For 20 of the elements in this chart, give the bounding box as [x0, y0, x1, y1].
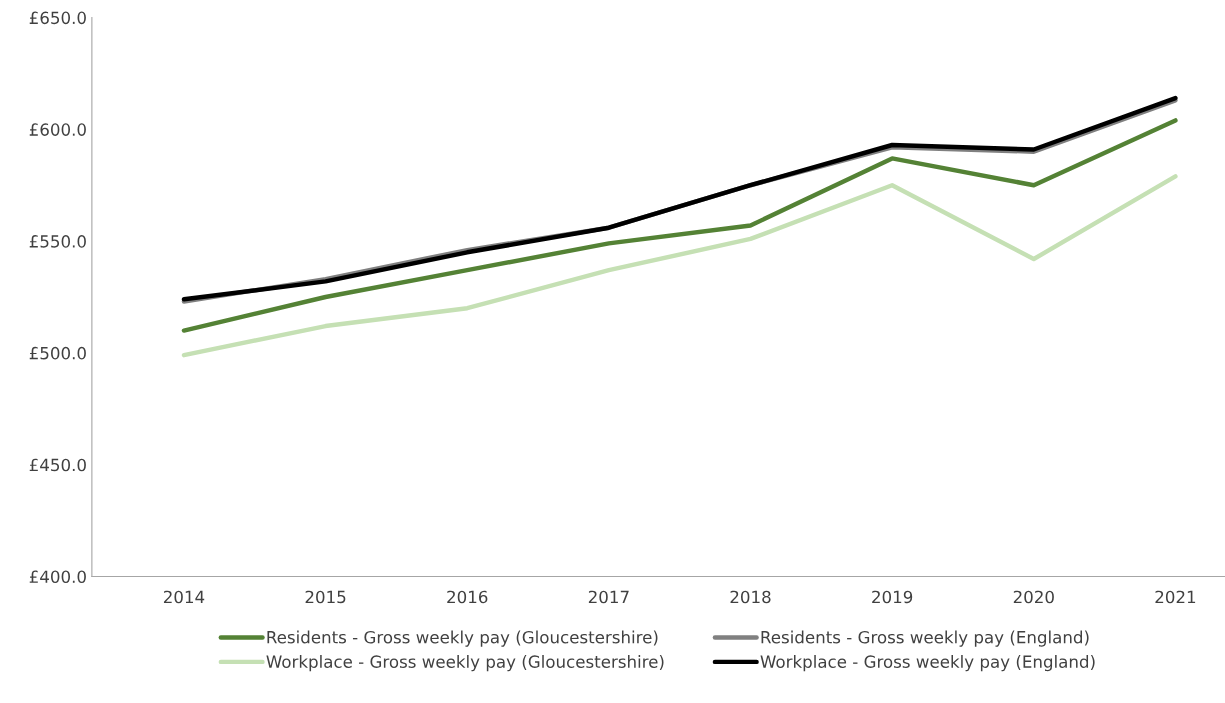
y-tick-label: £600.0	[29, 123, 86, 136]
x-tick-label: 2017	[588, 590, 629, 604]
line-series	[181, 118, 1178, 333]
y-tick-label: £450.0	[29, 458, 86, 472]
x-tick-label: 2021	[1155, 590, 1196, 604]
x-tick-label: 2019	[872, 590, 913, 604]
x-tick-label: 2020	[1013, 590, 1054, 604]
line-series	[181, 174, 1178, 358]
legend-label: Residents - Gross weekly pay (England)	[761, 630, 1089, 647]
y-tick-label: £650.0	[29, 11, 86, 25]
x-tick-label: 2015	[305, 590, 346, 604]
x-tick-label: 2016	[447, 590, 488, 604]
legend-label: Workplace - Gross weekly pay (England)	[760, 655, 1095, 672]
x-tick-label: 2018	[730, 590, 771, 604]
y-tick-label: £500.0	[29, 346, 86, 360]
x-tick-label: 2014	[163, 590, 205, 604]
y-tick-label: £550.0	[29, 235, 86, 248]
legend-label: Residents - Gross weekly pay (Gloucestershire)	[267, 630, 658, 647]
legend-label: Workplace - Gross weekly pay (Gloucestershire)	[266, 655, 664, 672]
y-tick-label: £400.0	[29, 570, 86, 584]
